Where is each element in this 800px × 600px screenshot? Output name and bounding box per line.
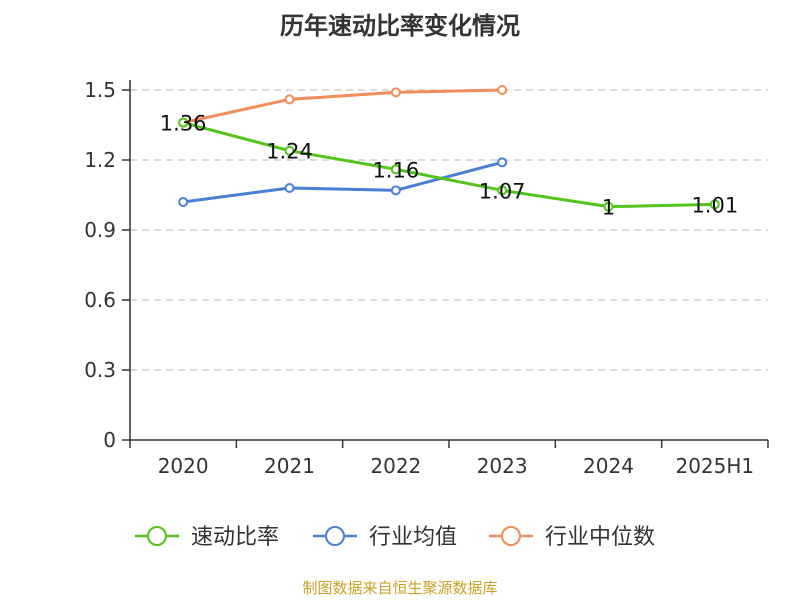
y-tick-label: 1.5 xyxy=(84,78,116,102)
data-point xyxy=(497,85,508,95)
data-point xyxy=(178,197,189,207)
x-tick-label: 2024 xyxy=(583,454,634,478)
x-tick-label: 2022 xyxy=(370,454,421,478)
data-point xyxy=(497,185,508,196)
data-label: 1.16 xyxy=(372,158,419,182)
data-label: 1.24 xyxy=(266,140,313,164)
data-point xyxy=(284,145,295,156)
axes: 0 0.3 0.6 0.9 1.2 1.5 2020 2021 2022 2023 2024 2025… xyxy=(84,78,769,478)
data-point xyxy=(390,185,401,196)
data-label: 1.07 xyxy=(479,179,526,203)
series-line xyxy=(182,121,715,209)
y-tick-label: 0 xyxy=(103,428,116,452)
data-label: 1.01 xyxy=(691,193,738,217)
y-tick-label: 0.3 xyxy=(84,358,116,382)
data-labels: 1.36 1.24 1.16 1.07 1 1.01 xyxy=(160,112,738,220)
legend: 速动比率 行业均值 行业中位数 xyxy=(135,525,655,550)
chart-title: 历年速动比率变化情况 xyxy=(280,12,520,40)
legend-marker xyxy=(501,526,521,546)
data-point xyxy=(497,157,508,168)
y-tick-label: 0.9 xyxy=(84,218,116,242)
data-point xyxy=(284,183,295,193)
data-point xyxy=(603,201,614,212)
legend-label: 行业中位数 xyxy=(545,525,655,550)
y-tick-label: 1.2 xyxy=(84,148,116,172)
data-label: 1.36 xyxy=(160,112,207,136)
series-line xyxy=(182,88,503,125)
x-tick-label: 2020 xyxy=(158,454,209,478)
legend-marker xyxy=(325,526,345,546)
legend-label: 行业均值 xyxy=(369,525,457,550)
data-point xyxy=(178,117,189,128)
x-tick-label: 2025H1 xyxy=(675,454,754,478)
x-tick-label: 2021 xyxy=(264,454,315,478)
data-point xyxy=(390,164,401,175)
y-tick-label: 0.6 xyxy=(84,288,116,312)
legend-label: 速动比率 xyxy=(191,525,279,550)
x-tick-label: 2023 xyxy=(477,454,528,478)
data-point xyxy=(709,199,720,210)
series-line xyxy=(182,160,503,204)
legend-marker xyxy=(147,526,167,546)
source-note: 制图数据来自恒生聚源数据库 xyxy=(302,579,498,597)
data-label: 1 xyxy=(602,196,615,220)
series-lines xyxy=(178,85,720,212)
grid-lines xyxy=(130,89,768,371)
data-point xyxy=(390,87,401,98)
data-point xyxy=(284,94,295,105)
